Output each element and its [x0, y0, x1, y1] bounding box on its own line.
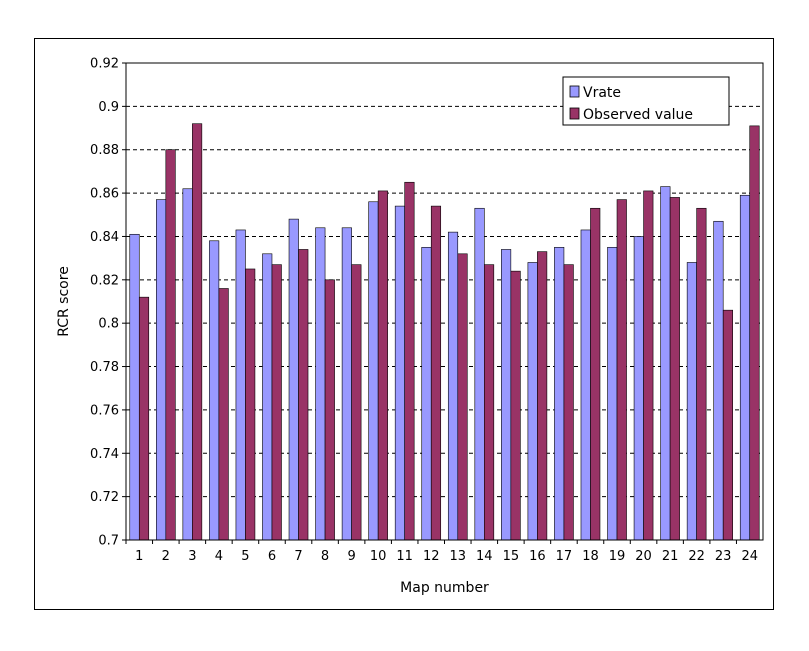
y-tick-label: 0.84: [90, 230, 119, 245]
bar-observed-14: [484, 264, 495, 541]
bar-vrate-19: [607, 246, 618, 541]
x-tick-label: 1: [135, 549, 143, 564]
bar-observed-15: [510, 270, 521, 541]
bar-observed-22: [696, 207, 707, 541]
x-tick-label: 9: [347, 549, 355, 564]
bar-vrate-15: [501, 249, 512, 541]
x-tick-label: 3: [188, 549, 196, 564]
x-tick-label: 23: [715, 549, 732, 564]
x-axis-title: Map number: [400, 580, 489, 596]
bar-vrate-11: [394, 205, 405, 541]
bar-observed-18: [590, 207, 601, 541]
x-tick-label: 16: [529, 549, 546, 564]
x-tick-label: 11: [396, 549, 413, 564]
legend: Vrate Observed value: [562, 76, 730, 126]
bar-vrate-5: [235, 229, 246, 541]
x-tick-label: 18: [582, 549, 599, 564]
x-tick-label: 10: [370, 549, 387, 564]
y-tick-label: 0.74: [90, 447, 119, 462]
bar-vrate-7: [288, 218, 299, 541]
x-tick-label: 24: [741, 549, 758, 564]
y-tick-label: 0.82: [90, 273, 119, 288]
bar-vrate-24: [739, 194, 751, 541]
bar-vrate-12: [421, 246, 432, 541]
legend-box: [562, 76, 730, 126]
bar-observed-21: [669, 197, 680, 541]
bar-vrate-1: [129, 233, 140, 541]
bar-observed-17: [563, 264, 574, 541]
bar-observed-8: [324, 279, 335, 541]
y-tick-label: 0.76: [90, 403, 119, 418]
x-tick-label: 12: [423, 549, 440, 564]
x-tick-label: 19: [609, 549, 626, 564]
y-tick-label: 0.86: [90, 187, 119, 202]
bar-observed-1: [138, 296, 150, 541]
bar-observed-10: [377, 190, 388, 541]
bar-observed-20: [643, 190, 654, 541]
bar-observed-13: [457, 253, 468, 541]
x-tick-label: 17: [556, 549, 573, 564]
bar-observed-11: [404, 181, 415, 541]
bar-vrate-13: [447, 231, 459, 541]
y-tick-labels: 0.7 0.72 0.74 0.76 0.78 0.8 0.82 0.84 0.86 0.88 0.…: [90, 57, 126, 549]
bar-vrate-23: [713, 220, 724, 541]
bar-observed-2: [165, 149, 176, 541]
x-tick-label: 22: [688, 549, 705, 564]
y-tick-label: 0.92: [90, 57, 119, 72]
x-tick-label: 7: [294, 549, 302, 564]
bar-observed-6: [271, 264, 282, 541]
bar-observed-12: [430, 205, 442, 541]
y-tick-label: 0.7: [98, 534, 119, 549]
y-tick-label: 0.8: [98, 317, 119, 332]
y-tick-label: 0.72: [90, 490, 119, 505]
bar-vrate-6: [262, 253, 273, 541]
legend-label-observed: Observed value: [583, 107, 693, 123]
bar-observed-4: [218, 288, 229, 541]
bar-vrate-2: [156, 199, 167, 541]
bar-observed-19: [616, 199, 627, 541]
x-tick-label: 20: [635, 549, 652, 564]
x-tick-label: 15: [503, 549, 520, 564]
y-tick-label: 0.78: [90, 360, 119, 375]
bar-vrate-17: [554, 246, 565, 541]
x-tick-labels: 1 2 3 4 5 6 7 8 9 10 11 12 13 14 15 16 17 18 19 20 21 22 23 24: [125, 540, 758, 564]
bar-vrate-8: [315, 227, 326, 541]
bar-vrate-21: [660, 186, 671, 541]
bar-observed-23: [722, 309, 733, 541]
y-tick-label: 0.9: [98, 100, 119, 115]
bar-observed-9: [351, 264, 362, 541]
x-tick-label: 8: [321, 549, 329, 564]
bar-observed-3: [192, 123, 203, 541]
bar-vrate-16: [527, 262, 538, 541]
bar-observed-16: [537, 251, 548, 541]
bar-observed-5: [245, 268, 256, 541]
y-axis-title: RCR score: [56, 266, 72, 337]
x-tick-label: 4: [215, 549, 223, 564]
y-tick-label: 0.88: [90, 143, 119, 158]
x-tick-label: 2: [162, 549, 170, 564]
x-tick-label: 21: [662, 549, 679, 564]
gridlines: [126, 105, 763, 498]
bar-vrate-22: [686, 262, 697, 541]
x-tick-label: 14: [476, 549, 493, 564]
bar-vrate-18: [580, 229, 591, 541]
legend-swatch-vrate: [569, 85, 580, 98]
bar-observed-24: [749, 125, 760, 541]
x-tick-label: 5: [241, 549, 249, 564]
bar-observed-7: [298, 249, 309, 541]
bar-vrate-20: [633, 236, 644, 541]
legend-swatch-observed: [569, 107, 580, 120]
bar-vrate-10: [368, 201, 379, 541]
bars: [129, 123, 760, 541]
bar-vrate-14: [474, 207, 485, 541]
legend-label-vrate: Vrate: [583, 85, 621, 101]
bar-vrate-9: [341, 227, 352, 541]
bar-vrate-3: [182, 188, 193, 541]
x-tick-label: 13: [449, 549, 466, 564]
bar-vrate-4: [209, 240, 220, 541]
x-tick-label: 6: [268, 549, 276, 564]
